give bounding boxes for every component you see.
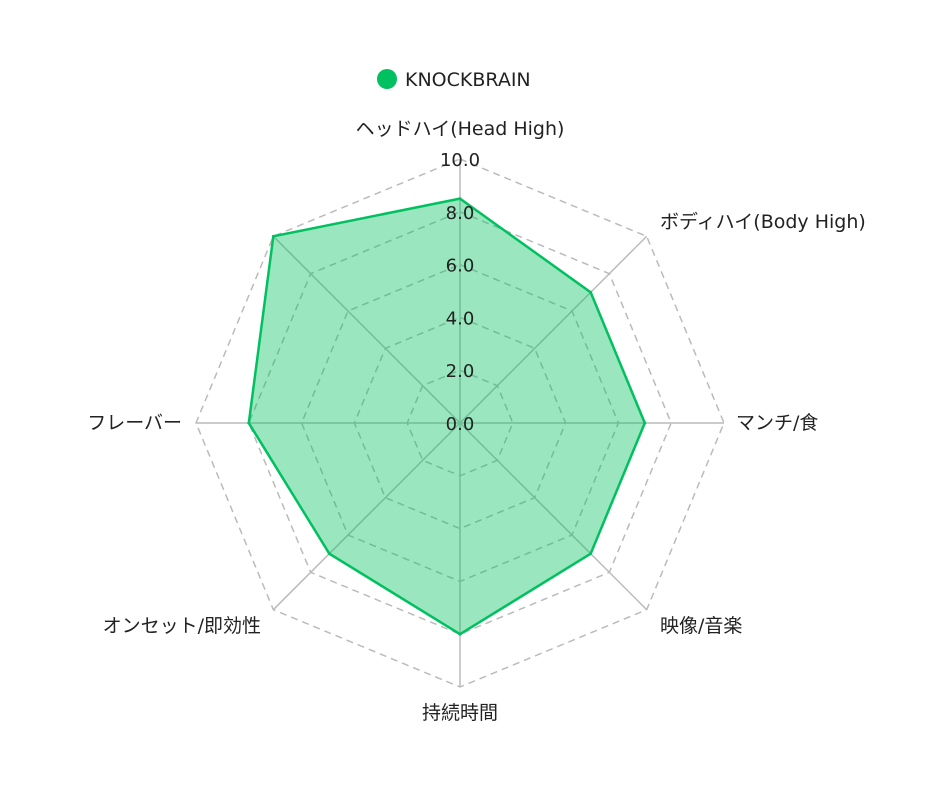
data-point	[643, 421, 647, 425]
axis-label: オンセット/即効性	[103, 615, 261, 637]
axis-line	[459, 235, 648, 424]
axis-label: ボディハイ(Body High)	[660, 211, 866, 233]
data-point	[458, 197, 462, 201]
legend-label: KNOCKBRAIN	[405, 69, 531, 91]
tick-label: 0.0	[446, 414, 475, 435]
data-point	[589, 290, 593, 294]
tick-label: 8.0	[446, 203, 475, 224]
axis-label: ヘッドハイ(Head High)	[356, 118, 565, 140]
axis-line	[272, 422, 461, 611]
data-point	[247, 421, 251, 425]
axis-label: 映像/音楽	[660, 615, 742, 637]
data-point	[271, 234, 275, 238]
legend-marker	[377, 69, 397, 89]
tick-label: 6.0	[446, 256, 475, 277]
tick-label: 4.0	[446, 308, 475, 329]
tick-label: 10.0	[440, 150, 480, 171]
axis-line	[459, 422, 648, 611]
data-point	[458, 632, 462, 636]
axis-line	[272, 235, 461, 424]
axis-label: 持続時間	[422, 702, 498, 724]
axis-label: フレーバー	[87, 412, 182, 434]
axis-label: マンチ/食	[736, 412, 818, 434]
tick-label: 2.0	[446, 361, 475, 382]
legend[interactable]: KNOCKBRAIN	[377, 69, 531, 91]
data-point	[589, 552, 593, 556]
data-point	[327, 552, 331, 556]
